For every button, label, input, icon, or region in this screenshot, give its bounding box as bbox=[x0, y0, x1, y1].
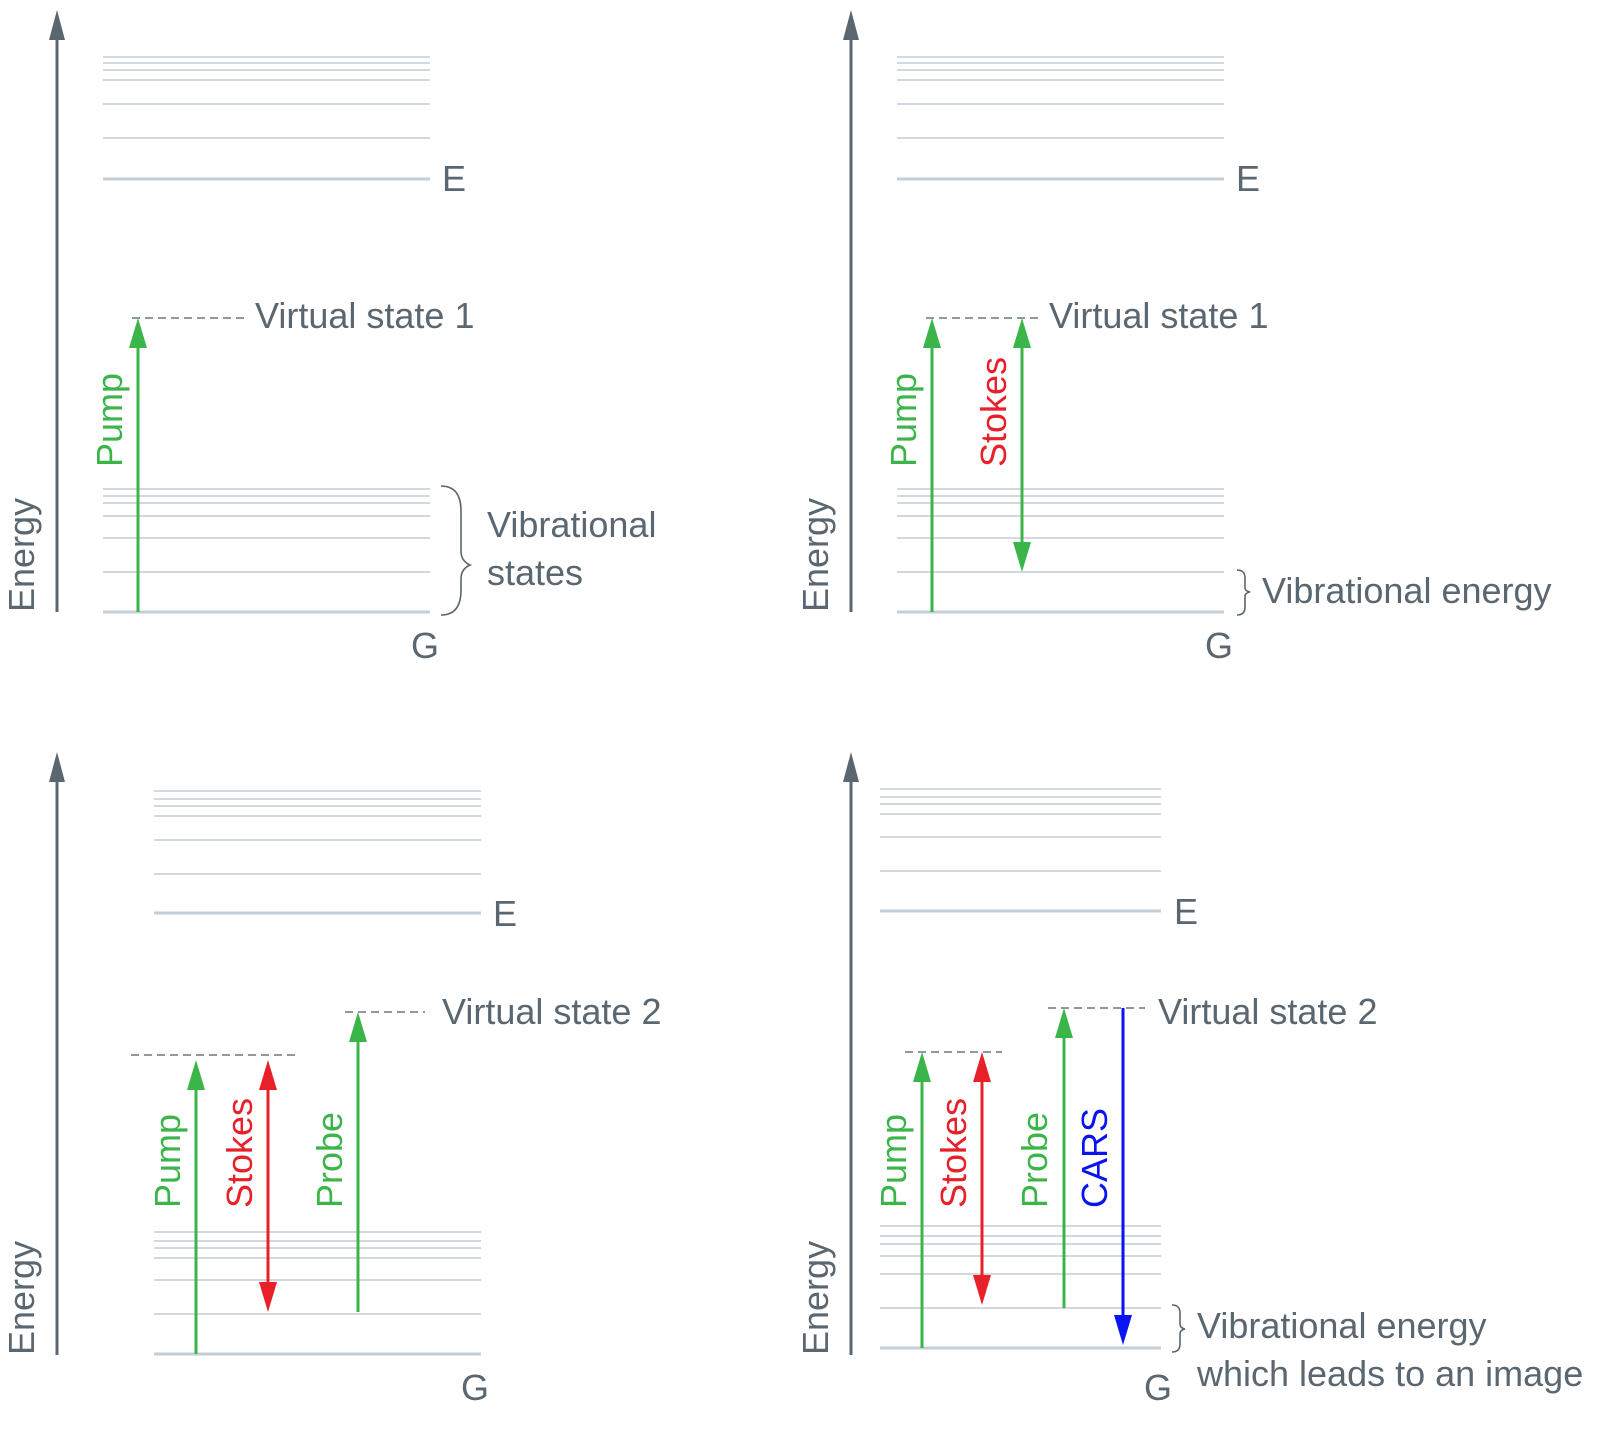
arrowhead-icon bbox=[973, 1052, 991, 1082]
pump-label: Pump bbox=[147, 1114, 188, 1208]
brace-label: states bbox=[487, 552, 583, 593]
vibrational-brace bbox=[1236, 569, 1251, 616]
arrowhead-icon bbox=[187, 1060, 205, 1090]
axis-arrowhead-icon bbox=[49, 752, 65, 782]
pump-label: Pump bbox=[873, 1114, 914, 1208]
ground-state-label: G bbox=[461, 1367, 489, 1408]
probe-label: Probe bbox=[309, 1112, 350, 1208]
arrowhead-icon bbox=[259, 1282, 277, 1312]
axis-arrowhead-icon bbox=[843, 10, 859, 40]
arrowhead-icon bbox=[1114, 1315, 1132, 1345]
energy-axis-label: Energy bbox=[795, 1241, 836, 1355]
axis-arrowhead-icon bbox=[49, 10, 65, 40]
arrowhead-icon bbox=[1013, 318, 1031, 348]
energy-axis-label: Energy bbox=[1, 498, 42, 612]
panel-cars: Energy E G Virtual state 2 Pump Stokes P… bbox=[795, 891, 1583, 1408]
virtual-state-label: Virtual state 2 bbox=[1158, 991, 1377, 1032]
probe-label: Probe bbox=[1014, 1112, 1055, 1208]
arrowhead-icon bbox=[129, 318, 147, 348]
brace-label: Vibrational energy bbox=[1197, 1305, 1487, 1346]
stokes-label: Stokes bbox=[219, 1098, 260, 1208]
excited-state-label: E bbox=[442, 158, 466, 199]
cars-label: CARS bbox=[1074, 1108, 1115, 1208]
ground-state-label: G bbox=[1205, 625, 1233, 666]
excited-state-label: E bbox=[1236, 158, 1260, 199]
excited-state-label: E bbox=[493, 893, 517, 934]
arrowhead-icon bbox=[1013, 542, 1031, 572]
brace-label: Vibrational energy bbox=[1262, 570, 1552, 611]
vibrational-brace bbox=[1171, 1304, 1186, 1353]
ground-state-label: G bbox=[1144, 1367, 1172, 1408]
arrowhead-icon bbox=[923, 318, 941, 348]
virtual-state-label: Virtual state 1 bbox=[255, 295, 474, 336]
ground-state-label: G bbox=[411, 625, 439, 666]
arrowhead-icon bbox=[973, 1275, 991, 1305]
virtual-state-label: Virtual state 1 bbox=[1049, 295, 1268, 336]
vibrational-brace bbox=[440, 485, 472, 616]
arrowhead-icon bbox=[1055, 1008, 1073, 1038]
panel-pump-stokes: Energy E G Virtual state 1 Pump Stokes V… bbox=[795, 158, 1552, 666]
energy-axis-label: Energy bbox=[795, 498, 836, 612]
brace-label: Vibrational bbox=[487, 504, 656, 545]
arrowhead-icon bbox=[349, 1012, 367, 1042]
arrowhead-icon bbox=[913, 1052, 931, 1082]
panel-pump: Energy E G Virtual state 1 Pump Vibratio… bbox=[1, 158, 656, 666]
virtual-state-label: Virtual state 2 bbox=[442, 991, 661, 1032]
excited-state-label: E bbox=[1174, 891, 1198, 932]
brace-label: which leads to an image bbox=[1196, 1353, 1583, 1394]
arrowhead-icon bbox=[259, 1060, 277, 1090]
axis-arrowhead-icon bbox=[843, 752, 859, 782]
pump-label: Pump bbox=[89, 373, 130, 467]
energy-axis-label: Energy bbox=[1, 1241, 42, 1355]
pump-label: Pump bbox=[883, 373, 924, 467]
panel-pump-stokes-probe: Energy E G Virtual state 2 Pump Stokes P… bbox=[1, 893, 661, 1408]
stokes-label: Stokes bbox=[973, 357, 1014, 467]
stokes-label: Stokes bbox=[933, 1098, 974, 1208]
